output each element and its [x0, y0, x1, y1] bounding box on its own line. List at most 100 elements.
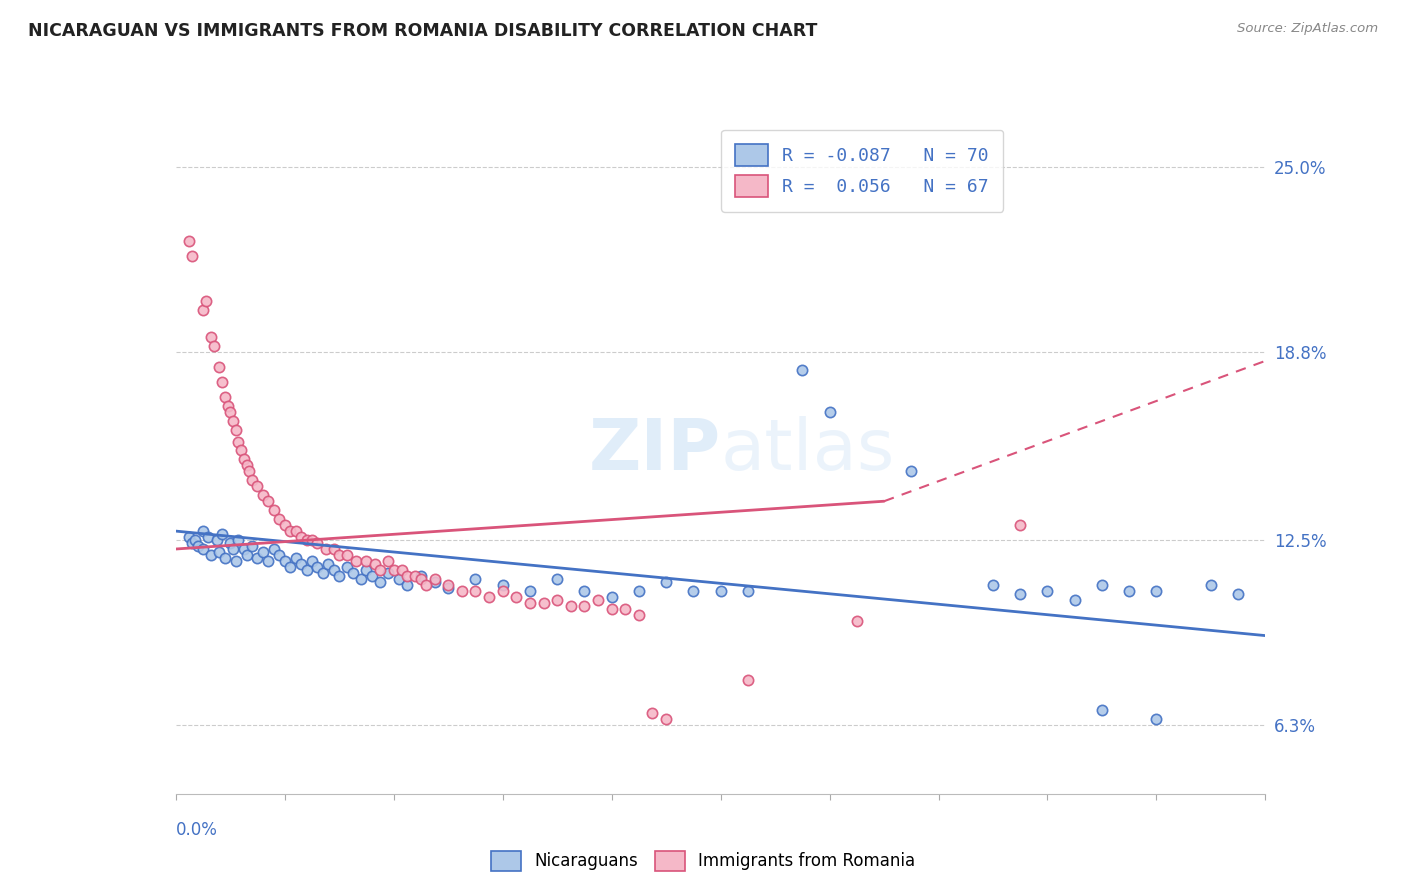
Point [184, 533, 207, 547]
Point [1144, 712, 1167, 726]
Point [274, 518, 297, 533]
Point [214, 390, 236, 404]
Point [228, 533, 250, 547]
Point [295, 533, 318, 547]
Point [208, 359, 231, 374]
Point [217, 399, 239, 413]
Point [295, 563, 318, 577]
Point [1199, 578, 1222, 592]
Point [627, 607, 650, 622]
Point [278, 560, 301, 574]
Point [586, 592, 609, 607]
Point [225, 423, 247, 437]
Point [818, 404, 841, 418]
Point [356, 554, 378, 568]
Point [290, 557, 312, 571]
Point [344, 554, 367, 568]
Point [252, 545, 274, 559]
Point [284, 524, 307, 538]
Point [186, 539, 209, 553]
Point [600, 601, 623, 615]
Point [641, 706, 664, 721]
Point [519, 583, 541, 598]
Point [574, 583, 596, 598]
Point [682, 583, 704, 598]
Point [191, 303, 214, 318]
Point [396, 569, 419, 583]
Point [238, 464, 260, 478]
Point [360, 569, 382, 583]
Point [191, 524, 214, 538]
Point [415, 578, 437, 592]
Point [257, 554, 280, 568]
Point [235, 548, 257, 562]
Point [240, 539, 263, 553]
Point [301, 533, 323, 547]
Point [1091, 703, 1114, 717]
Point [391, 563, 413, 577]
Point [981, 578, 1004, 592]
Point [322, 563, 344, 577]
Point [307, 536, 329, 550]
Point [655, 712, 678, 726]
Point [560, 599, 582, 613]
Point [1010, 587, 1032, 601]
Point [396, 578, 419, 592]
Point [263, 503, 285, 517]
Point [574, 599, 596, 613]
Point [437, 578, 460, 592]
Point [492, 578, 515, 592]
Point [315, 541, 337, 556]
Point [336, 560, 359, 574]
Point [405, 569, 427, 583]
Text: atlas: atlas [721, 416, 896, 485]
Text: ZIP: ZIP [588, 416, 721, 485]
Point [214, 551, 236, 566]
Point [197, 530, 219, 544]
Point [278, 524, 301, 538]
Point [228, 434, 250, 449]
Point [546, 572, 568, 586]
Point [546, 592, 568, 607]
Point [1091, 578, 1114, 592]
Point [231, 443, 253, 458]
Point [533, 596, 555, 610]
Point [301, 554, 323, 568]
Point [257, 494, 280, 508]
Point [1227, 587, 1250, 601]
Point [737, 583, 759, 598]
Point [232, 541, 254, 556]
Point [194, 294, 217, 309]
Point [191, 541, 214, 556]
Point [208, 545, 231, 559]
Point [232, 452, 254, 467]
Point [478, 590, 501, 604]
Point [181, 249, 204, 263]
Point [222, 414, 245, 428]
Point [284, 551, 307, 566]
Point [211, 375, 233, 389]
Point [219, 404, 242, 418]
Point [356, 563, 378, 577]
Point [600, 590, 623, 604]
Point [179, 530, 201, 544]
Point [377, 566, 399, 580]
Point [409, 572, 432, 586]
Point [290, 530, 312, 544]
Point [519, 596, 541, 610]
Point [450, 583, 472, 598]
Point [505, 590, 527, 604]
Point [382, 563, 405, 577]
Text: 0.0%: 0.0% [176, 822, 218, 839]
Point [1036, 583, 1059, 598]
Point [312, 566, 335, 580]
Point [274, 554, 297, 568]
Point [328, 569, 350, 583]
Point [269, 548, 291, 562]
Point [318, 557, 340, 571]
Point [307, 560, 329, 574]
Point [792, 363, 814, 377]
Point [627, 583, 650, 598]
Point [200, 330, 222, 344]
Legend: R = -0.087   N = 70, R =  0.056   N = 67: R = -0.087 N = 70, R = 0.056 N = 67 [721, 130, 1004, 211]
